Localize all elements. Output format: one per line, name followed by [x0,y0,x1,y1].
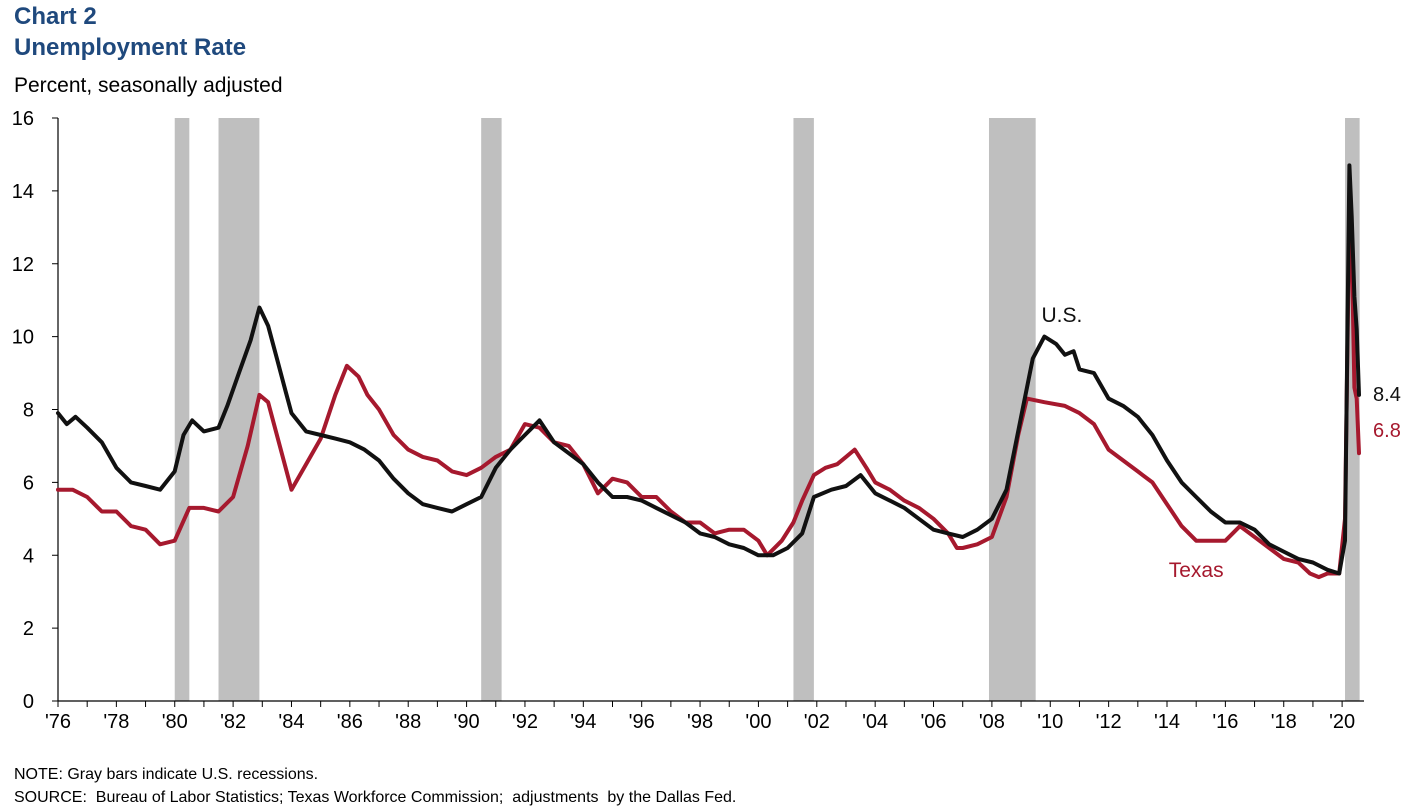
x-tick-label: '96 [629,711,655,733]
x-tick-label: '84 [278,711,304,733]
x-tick-label: '94 [570,711,596,733]
x-tick-label: '08 [979,711,1005,733]
recession-bar [481,118,502,701]
x-tick-label: '10 [1037,711,1063,733]
recession-bar [793,118,814,701]
y-tick-label: 10 [12,327,34,349]
series-lines [56,163,1361,580]
y-tick-label: 2 [23,618,34,640]
y-tick-label: 8 [23,400,34,422]
x-tick-label: '92 [512,711,538,733]
x-tick-label: '20 [1329,711,1355,733]
us-series-line [56,163,1361,576]
y-tick-label: 14 [12,181,34,203]
chart-subtitle: Percent, seasonally adjusted [14,74,283,97]
chart-source: SOURCE: Bureau of Labor Statistics; Texa… [14,789,737,806]
recession-bar [174,118,190,701]
x-tick-label: '80 [162,711,188,733]
y-tick-label: 0 [23,691,34,713]
x-tick-label: '88 [395,711,421,733]
us-end-value-label: 8.4 [1373,384,1401,406]
chart-number-label: Chart 2 [14,3,97,30]
x-tick-label: '12 [1096,711,1122,733]
x-tick-label: '02 [804,711,830,733]
x-tick-label: '18 [1271,711,1297,733]
x-tick-label: '78 [103,711,129,733]
texas-end-value-label: 6.8 [1373,420,1401,442]
chart-title: Unemployment Rate [14,34,247,61]
x-tick-label: '76 [45,711,71,733]
texas-series-label: Texas [1169,559,1224,582]
x-tick-label: '16 [1212,711,1238,733]
recession-bar [988,118,1036,701]
x-tick-label: '14 [1154,711,1180,733]
y-tick-label: 6 [23,472,34,494]
x-tick-label: '00 [745,711,771,733]
x-tick-label: '06 [920,711,946,733]
x-tick-label: '90 [454,711,480,733]
x-tick-label: '98 [687,711,713,733]
texas-series-line [56,207,1361,580]
chart-annotations: 6.8 8.4 U.S. Texas [1042,304,1401,582]
chart-axes: 0 2 4 6 8 10 12 14 16 '76 '78 '80 '82 '84 '86 '88 '90 '92… [12,108,1364,733]
x-tick-label: '82 [220,711,246,733]
chart-note: NOTE: Gray bars indicate U.S. recessions… [14,766,319,783]
y-tick-label: 12 [12,254,34,276]
x-tick-label: '86 [337,711,363,733]
y-tick-label: 16 [12,108,34,130]
us-series-label: U.S. [1042,304,1083,327]
y-tick-label: 4 [23,545,34,567]
recession-bars [174,118,1360,701]
x-tick-label: '04 [862,711,888,733]
